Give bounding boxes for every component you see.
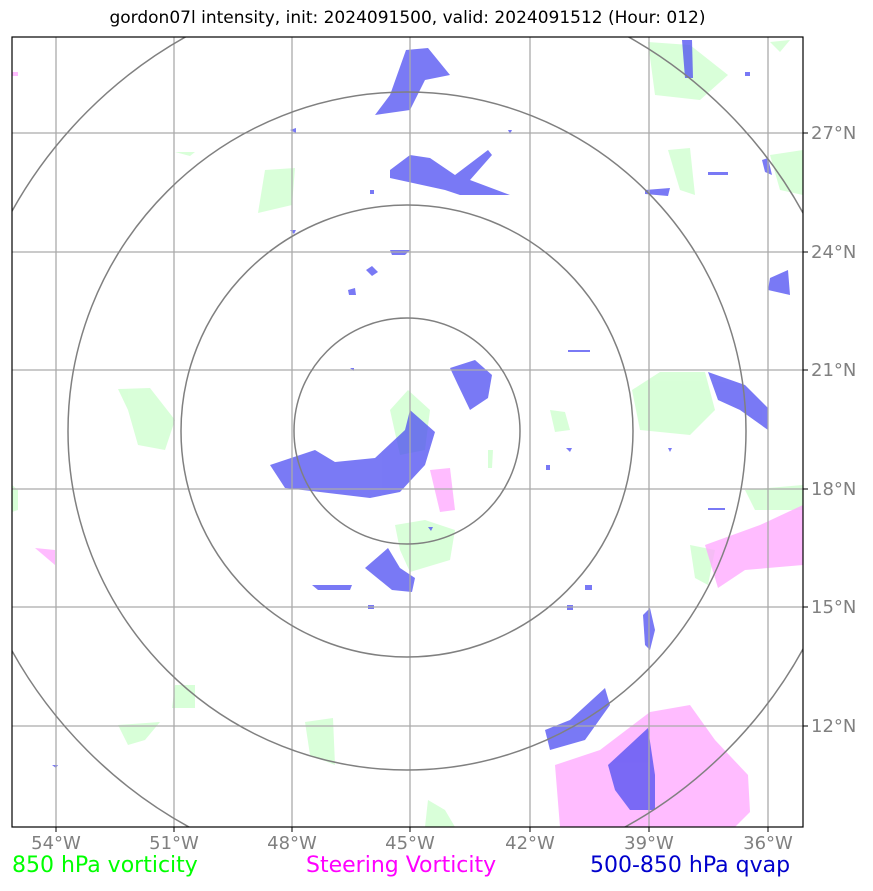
lon-label: 42°W — [505, 833, 555, 854]
qvap-layer — [52, 40, 790, 810]
lat-label: 27°N — [811, 123, 856, 144]
lon-label: 54°W — [31, 833, 81, 854]
graticule — [12, 37, 803, 827]
lon-label: 36°W — [743, 833, 793, 854]
legend-qvap: 500-850 hPa qvap — [590, 853, 791, 878]
lat-label: 15°N — [811, 597, 856, 618]
lat-label: 18°N — [811, 479, 856, 500]
legend-steering-vorticity: Steering Vorticity — [306, 853, 497, 878]
map-frame — [11, 36, 804, 828]
map-title: gordon07l intensity, init: 2024091500, v… — [109, 8, 706, 28]
lon-label: 51°W — [149, 833, 199, 854]
range-rings — [12, 37, 803, 827]
lon-label: 39°W — [624, 833, 674, 854]
vorticity-850-layer — [12, 40, 803, 827]
legend-850-vorticity: 850 hPa vorticity — [12, 853, 198, 878]
lat-label: 12°N — [811, 716, 856, 737]
lon-label: 48°W — [267, 833, 317, 854]
lat-label: 21°N — [811, 360, 856, 381]
lon-label: 45°W — [385, 833, 435, 854]
lat-label: 24°N — [811, 242, 856, 263]
